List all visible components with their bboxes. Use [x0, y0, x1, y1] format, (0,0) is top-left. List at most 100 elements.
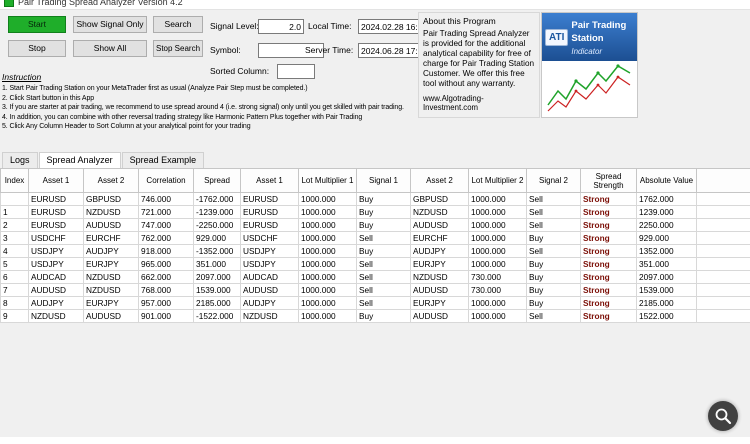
table-cell[interactable]: NZDUSD	[410, 270, 469, 284]
table-cell[interactable]: AUDUSD	[410, 309, 469, 323]
table-cell[interactable]: 1239.000	[636, 205, 697, 219]
table-cell[interactable]: 929.000	[193, 231, 241, 245]
table-cell[interactable]: Buy	[526, 231, 581, 245]
table-cell[interactable]: Sell	[356, 270, 411, 284]
table-cell[interactable]: NZDUSD	[410, 205, 469, 219]
table-cell[interactable]: 1000.000	[468, 244, 527, 258]
table-cell[interactable]: 957.000	[138, 296, 194, 310]
table-cell[interactable]: Sell	[526, 218, 581, 232]
table-cell[interactable]: GBPUSD	[83, 192, 139, 206]
table-cell[interactable]: 1000.000	[298, 283, 357, 297]
table-cell[interactable]: Buy	[526, 283, 581, 297]
show-all-button[interactable]: Show All	[73, 40, 147, 57]
table-cell[interactable]: 2185.000	[193, 296, 241, 310]
table-cell[interactable]: Sell	[526, 309, 581, 323]
table-cell[interactable]: NZDUSD	[83, 283, 139, 297]
symbol-input[interactable]	[258, 43, 324, 58]
table-cell[interactable]: EURCHF	[410, 231, 469, 245]
table-cell[interactable]: Buy	[526, 270, 581, 284]
column-header[interactable]: Absolute Value	[636, 168, 697, 193]
column-header[interactable]: Index	[0, 168, 29, 193]
table-cell[interactable]: EURJPY	[83, 257, 139, 271]
index-cell[interactable]: 2	[0, 218, 29, 232]
table-cell[interactable]: EURUSD	[240, 205, 299, 219]
table-cell[interactable]: 746.000	[138, 192, 194, 206]
table-cell[interactable]: 1352.000	[636, 244, 697, 258]
table-cell[interactable]: GBPUSD	[410, 192, 469, 206]
start-button[interactable]: Start	[8, 16, 66, 33]
table-cell[interactable]: Buy	[356, 244, 411, 258]
table-cell[interactable]: AUDJPY	[28, 296, 84, 310]
table-cell[interactable]: 351.000	[636, 257, 697, 271]
table-cell[interactable]: USDJPY	[28, 257, 84, 271]
table-cell[interactable]: AUDUSD	[410, 283, 469, 297]
index-cell[interactable]: 4	[0, 244, 29, 258]
table-cell[interactable]: -2250.000	[193, 218, 241, 232]
index-cell[interactable]: 9	[0, 309, 29, 323]
table-cell[interactable]: AUDJPY	[410, 244, 469, 258]
table-cell[interactable]: Strong	[580, 270, 637, 284]
table-cell[interactable]: EURUSD	[28, 192, 84, 206]
magnifier-icon[interactable]	[708, 401, 738, 431]
tab-logs[interactable]: Logs	[2, 152, 38, 168]
table-cell[interactable]: EURUSD	[240, 218, 299, 232]
column-header[interactable]: Signal 2	[526, 168, 581, 193]
table-cell[interactable]: -1522.000	[193, 309, 241, 323]
table-cell[interactable]: Strong	[580, 231, 637, 245]
table-cell[interactable]: Sell	[356, 283, 411, 297]
table-cell[interactable]: Sell	[356, 257, 411, 271]
table-cell[interactable]: Buy	[526, 296, 581, 310]
index-cell[interactable]: 7	[0, 283, 29, 297]
table-cell[interactable]: Strong	[580, 309, 637, 323]
table-cell[interactable]: 1000.000	[468, 218, 527, 232]
table-cell[interactable]: 1000.000	[298, 244, 357, 258]
index-cell[interactable]: 8	[0, 296, 29, 310]
table-cell[interactable]: 351.000	[193, 257, 241, 271]
table-cell[interactable]: EURJPY	[83, 296, 139, 310]
table-cell[interactable]: 1000.000	[298, 309, 357, 323]
index-cell[interactable]: 5	[0, 257, 29, 271]
table-cell[interactable]: 1000.000	[468, 257, 527, 271]
table-cell[interactable]: 1000.000	[468, 192, 527, 206]
table-cell[interactable]: Buy	[356, 218, 411, 232]
table-cell[interactable]: 1000.000	[298, 192, 357, 206]
table-cell[interactable]: EURUSD	[28, 218, 84, 232]
table-cell[interactable]: EURJPY	[410, 257, 469, 271]
table-cell[interactable]: Strong	[580, 218, 637, 232]
tab-spread-example[interactable]: Spread Example	[121, 152, 205, 168]
table-cell[interactable]: -1352.000	[193, 244, 241, 258]
index-cell[interactable]: 1	[0, 205, 29, 219]
table-cell[interactable]: Sell	[526, 205, 581, 219]
table-cell[interactable]: -1762.000	[193, 192, 241, 206]
table-cell[interactable]: 929.000	[636, 231, 697, 245]
table-cell[interactable]: EURCHF	[83, 231, 139, 245]
table-cell[interactable]: 1000.000	[468, 231, 527, 245]
table-cell[interactable]: Strong	[580, 257, 637, 271]
table-cell[interactable]: USDCHF	[240, 231, 299, 245]
search-button[interactable]: Search	[153, 16, 203, 33]
table-cell[interactable]: Buy	[356, 309, 411, 323]
table-cell[interactable]: USDJPY	[28, 244, 84, 258]
table-cell[interactable]: AUDUSD	[28, 283, 84, 297]
column-header[interactable]: Asset 1	[240, 168, 299, 193]
index-cell[interactable]: 3	[0, 231, 29, 245]
table-cell[interactable]: Sell	[356, 231, 411, 245]
table-cell[interactable]: 1000.000	[298, 231, 357, 245]
table-cell[interactable]: AUDCAD	[240, 270, 299, 284]
table-cell[interactable]: 1539.000	[193, 283, 241, 297]
table-cell[interactable]: 1539.000	[636, 283, 697, 297]
table-cell[interactable]: 2097.000	[193, 270, 241, 284]
table-cell[interactable]: AUDUSD	[83, 309, 139, 323]
table-cell[interactable]: NZDUSD	[28, 309, 84, 323]
table-cell[interactable]: AUDJPY	[240, 296, 299, 310]
table-cell[interactable]: 730.000	[468, 283, 527, 297]
table-cell[interactable]: Strong	[580, 192, 637, 206]
table-cell[interactable]: Buy	[526, 257, 581, 271]
table-cell[interactable]: Buy	[356, 205, 411, 219]
column-header[interactable]: Asset 2	[83, 168, 139, 193]
column-header[interactable]: Correlation	[138, 168, 194, 193]
table-cell[interactable]: AUDJPY	[83, 244, 139, 258]
table-cell[interactable]: 1000.000	[298, 218, 357, 232]
table-cell[interactable]: 1762.000	[636, 192, 697, 206]
index-cell[interactable]: 6	[0, 270, 29, 284]
